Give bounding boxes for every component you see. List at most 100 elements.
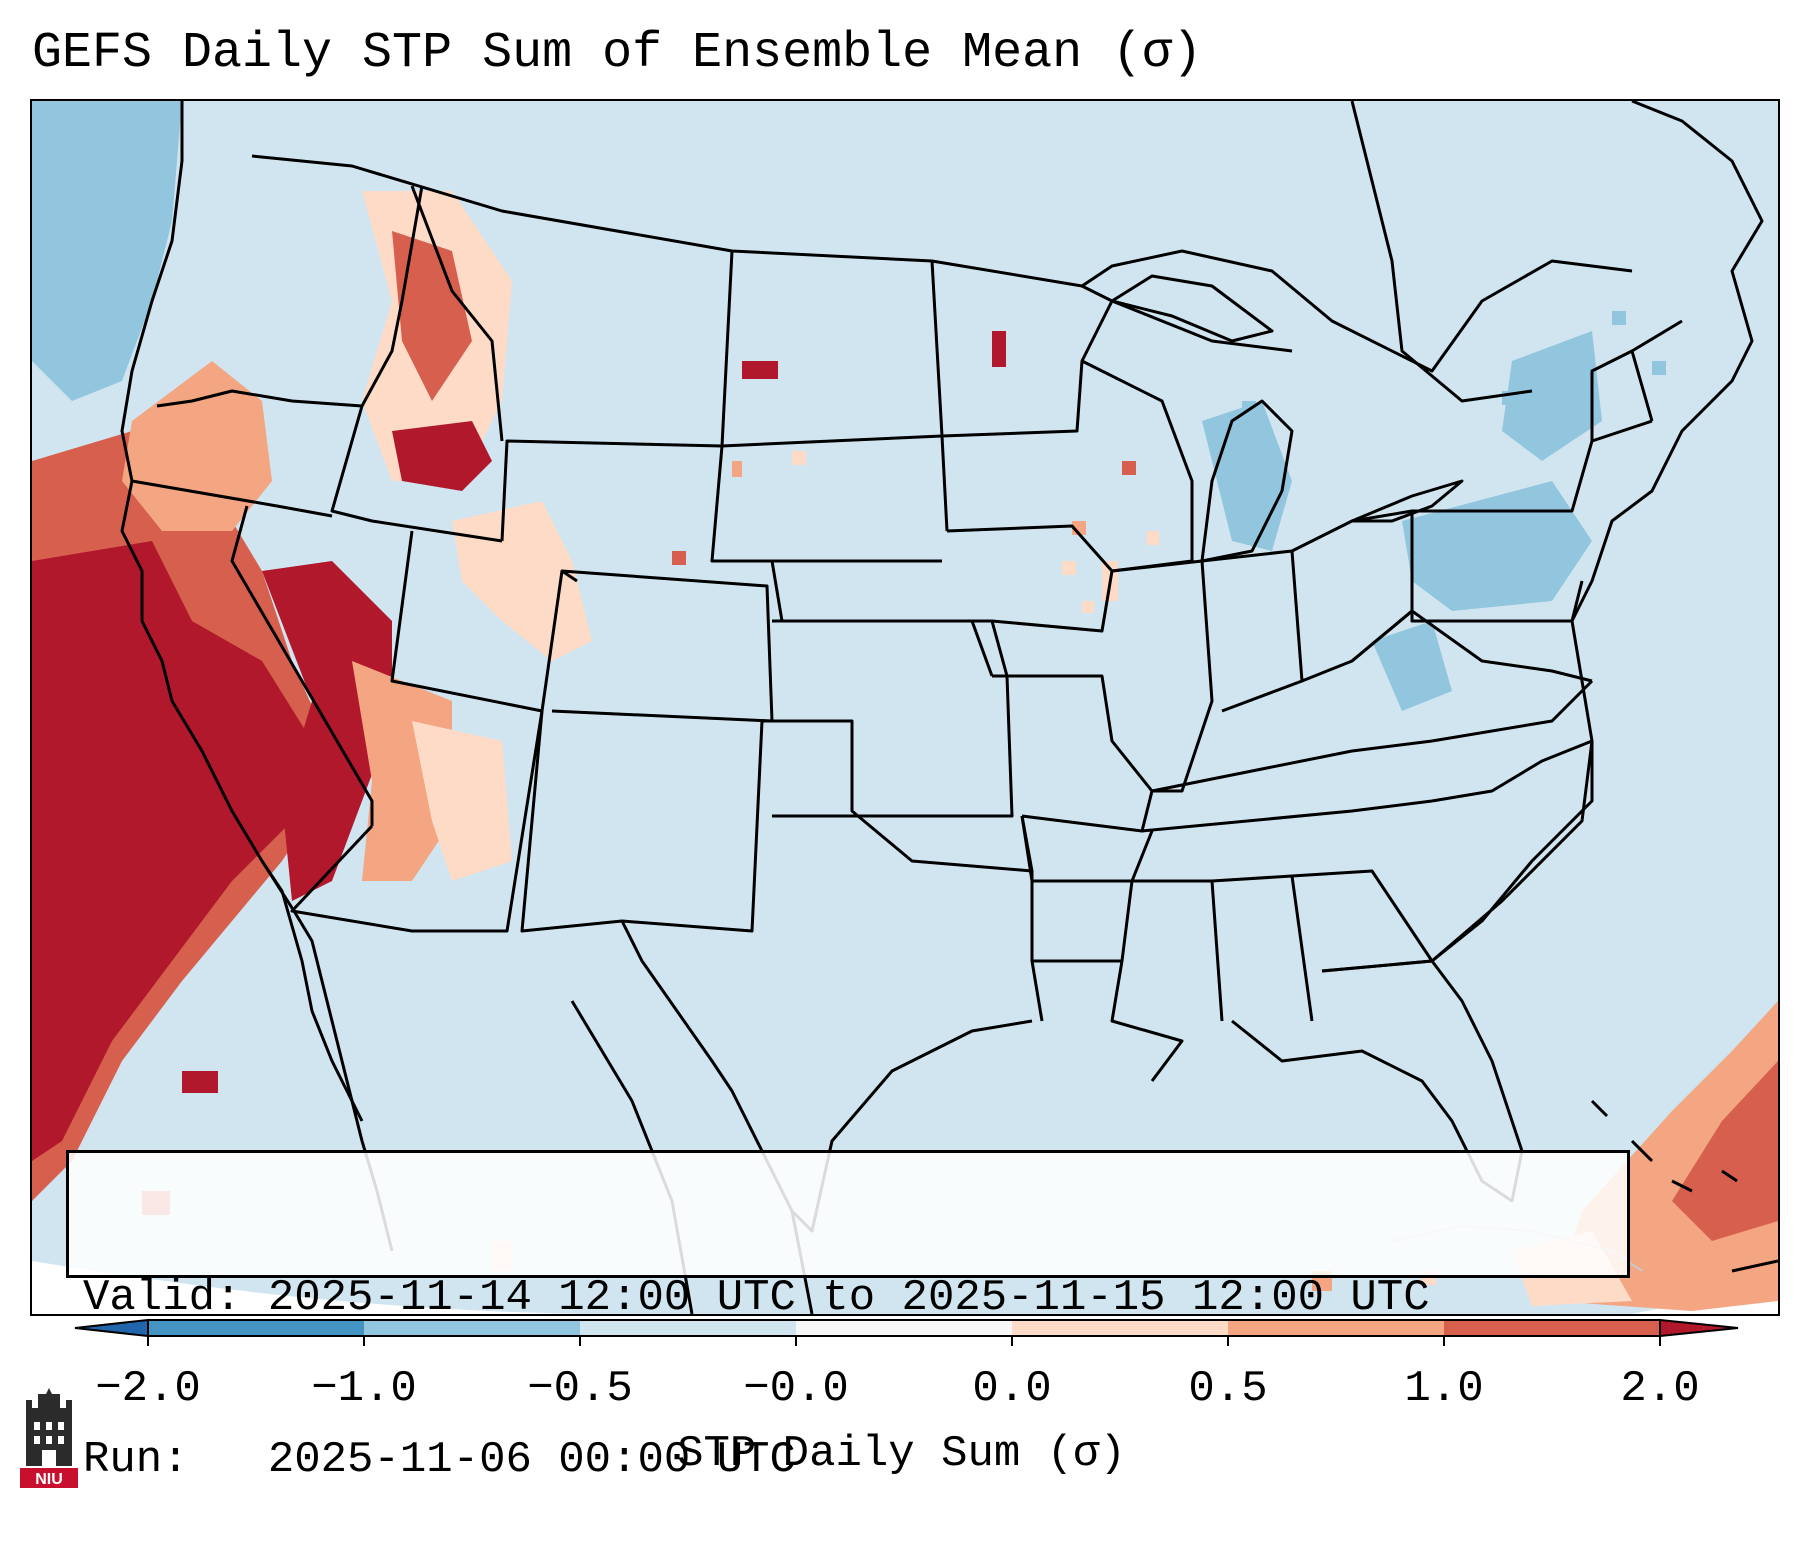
- colorbar-ticks: [147, 1336, 1661, 1346]
- stp-field: [32, 101, 1778, 1311]
- iowa-border: [946, 524, 1114, 633]
- missouri-border: [992, 674, 1154, 833]
- stp-region-ut-low: [452, 501, 592, 661]
- colorbar-over-arrow: [1659, 1318, 1739, 1338]
- stp-region-nv-high: [262, 561, 392, 901]
- montana-south: [500, 439, 723, 542]
- lake-erie: [1350, 479, 1464, 523]
- colorbar-bar: [74, 1318, 1739, 1346]
- sd-border: [710, 445, 942, 563]
- valid-time-text: Valid: 2025-11-14 12:00 UTC to 2025-11-1…: [83, 1273, 1430, 1323]
- colorbar-tick-label: −0.5: [527, 1364, 633, 1414]
- canada-north: [1350, 101, 1533, 403]
- colorbar-bin: [796, 1320, 1012, 1336]
- stp-region-az-low: [412, 721, 512, 881]
- colorbar-bin: [1012, 1320, 1228, 1336]
- colorbar-tick-label: 1.0: [1404, 1364, 1484, 1414]
- west-coastline: [120, 101, 394, 1252]
- arkansas-border: [1020, 815, 1154, 883]
- state-borders: [120, 101, 1778, 1314]
- colorbar-tick-label: 2.0: [1620, 1364, 1700, 1414]
- colorbar-label: STP Daily Sum (σ): [677, 1429, 1126, 1479]
- colorbar-bin: [1228, 1320, 1444, 1336]
- nm-border: [520, 710, 764, 933]
- oklahoma-border: [762, 719, 1034, 873]
- colorbar: −2.0 −1.0 −0.5 −0.0 0.0 0.5 1.0 2.0 STP …: [0, 1318, 1803, 1508]
- stp-region-caribbean-high: [1672, 1061, 1778, 1241]
- stp-cell: [742, 361, 778, 379]
- michigan: [1200, 399, 1294, 563]
- colorbar-bin: [364, 1320, 580, 1336]
- stp-cell: [182, 1071, 218, 1093]
- bahamas: [1590, 1099, 1738, 1193]
- lake-superior: [1110, 274, 1274, 343]
- stp-region-id-high: [392, 421, 492, 491]
- stp-cell: [1147, 531, 1159, 545]
- stp-cell: [1062, 561, 1076, 575]
- stp-cell: [1082, 601, 1094, 613]
- kansas-border: [772, 619, 1014, 818]
- stp-region-wv-negative: [1372, 621, 1452, 711]
- colorbar-under-arrow: [74, 1318, 149, 1338]
- stp-region-az-moderate: [352, 661, 452, 881]
- stp-cell: [792, 451, 806, 465]
- new-england: [1590, 319, 1683, 441]
- colorbar-bin: [148, 1320, 364, 1336]
- georgia-border: [1291, 869, 1434, 973]
- colorbar-bin: [580, 1320, 796, 1336]
- stp-map: [32, 101, 1778, 1314]
- stp-cell: [732, 461, 742, 477]
- montana-west: [410, 185, 504, 442]
- minnesota-border: [930, 260, 1114, 438]
- wa-or-border: [156, 389, 363, 408]
- map-title: GEFS Daily STP Sum of Ensemble Mean (σ): [32, 25, 1203, 82]
- stp-region-id-moderate: [392, 231, 472, 401]
- michigan-up: [1111, 299, 1293, 353]
- arizona-border: [290, 710, 544, 933]
- baja-coast: [260, 860, 364, 1122]
- canada-border: [251, 154, 1083, 288]
- illinois-border: [1111, 559, 1214, 793]
- stp-region-ca-high: [32, 541, 312, 1161]
- nevada-border: [230, 505, 374, 826]
- idaho-west: [360, 185, 424, 407]
- indiana-border: [1201, 549, 1304, 713]
- tennessee-south: [1141, 799, 1433, 833]
- carolinas: [1431, 739, 1594, 963]
- stp-region-ny-negative: [1502, 331, 1602, 461]
- wisconsin-border: [1081, 359, 1194, 573]
- hudson-bay-border: [1081, 249, 1633, 373]
- stp-region-mi-negative: [1202, 401, 1292, 551]
- colorbar-tick-label: 0.5: [1188, 1364, 1268, 1414]
- east-coast: [1431, 101, 1764, 963]
- niu-logo: NIU: [20, 1388, 78, 1488]
- colorbar-tick-label: 0.0: [972, 1364, 1052, 1414]
- antilles: [1731, 1259, 1778, 1273]
- colorbar-outline: [147, 1319, 1661, 1337]
- map-panel: [30, 99, 1780, 1316]
- run-time-text: Run: 2025-11-06 00:00 UTC: [83, 1435, 796, 1485]
- or-ca-border: [131, 479, 333, 518]
- stp-cell: [672, 551, 686, 565]
- stp-region-pa-negative: [1402, 481, 1592, 611]
- colorbar-tick-label: −0.0: [743, 1364, 849, 1414]
- svg-text:NIU: NIU: [35, 1471, 63, 1488]
- stp-region-nw-offshore: [32, 101, 182, 401]
- valid-run-box: Valid: 2025-11-14 12:00 UTC to 2025-11-1…: [66, 1150, 1630, 1485]
- louisiana-border: [1032, 959, 1184, 1082]
- ne-border: [712, 559, 994, 677]
- texas-east: [1030, 871, 1044, 1022]
- virginia-wv: [1351, 609, 1593, 683]
- colorbar-bin: [1444, 1320, 1660, 1336]
- projection-edge: [32, 1261, 592, 1314]
- kentucky-tennessee: [1151, 679, 1594, 793]
- colorbar-tick-label: −1.0: [311, 1364, 417, 1414]
- pa-ny: [1410, 419, 1653, 623]
- stp-cell: [992, 331, 1006, 367]
- mississippi-alabama: [1120, 874, 1314, 1022]
- stp-region-or-moderate: [122, 361, 272, 531]
- stp-cell: [1122, 461, 1136, 475]
- stp-cell: [1612, 311, 1626, 325]
- idaho-border: [330, 405, 503, 543]
- colorado-border: [551, 569, 774, 723]
